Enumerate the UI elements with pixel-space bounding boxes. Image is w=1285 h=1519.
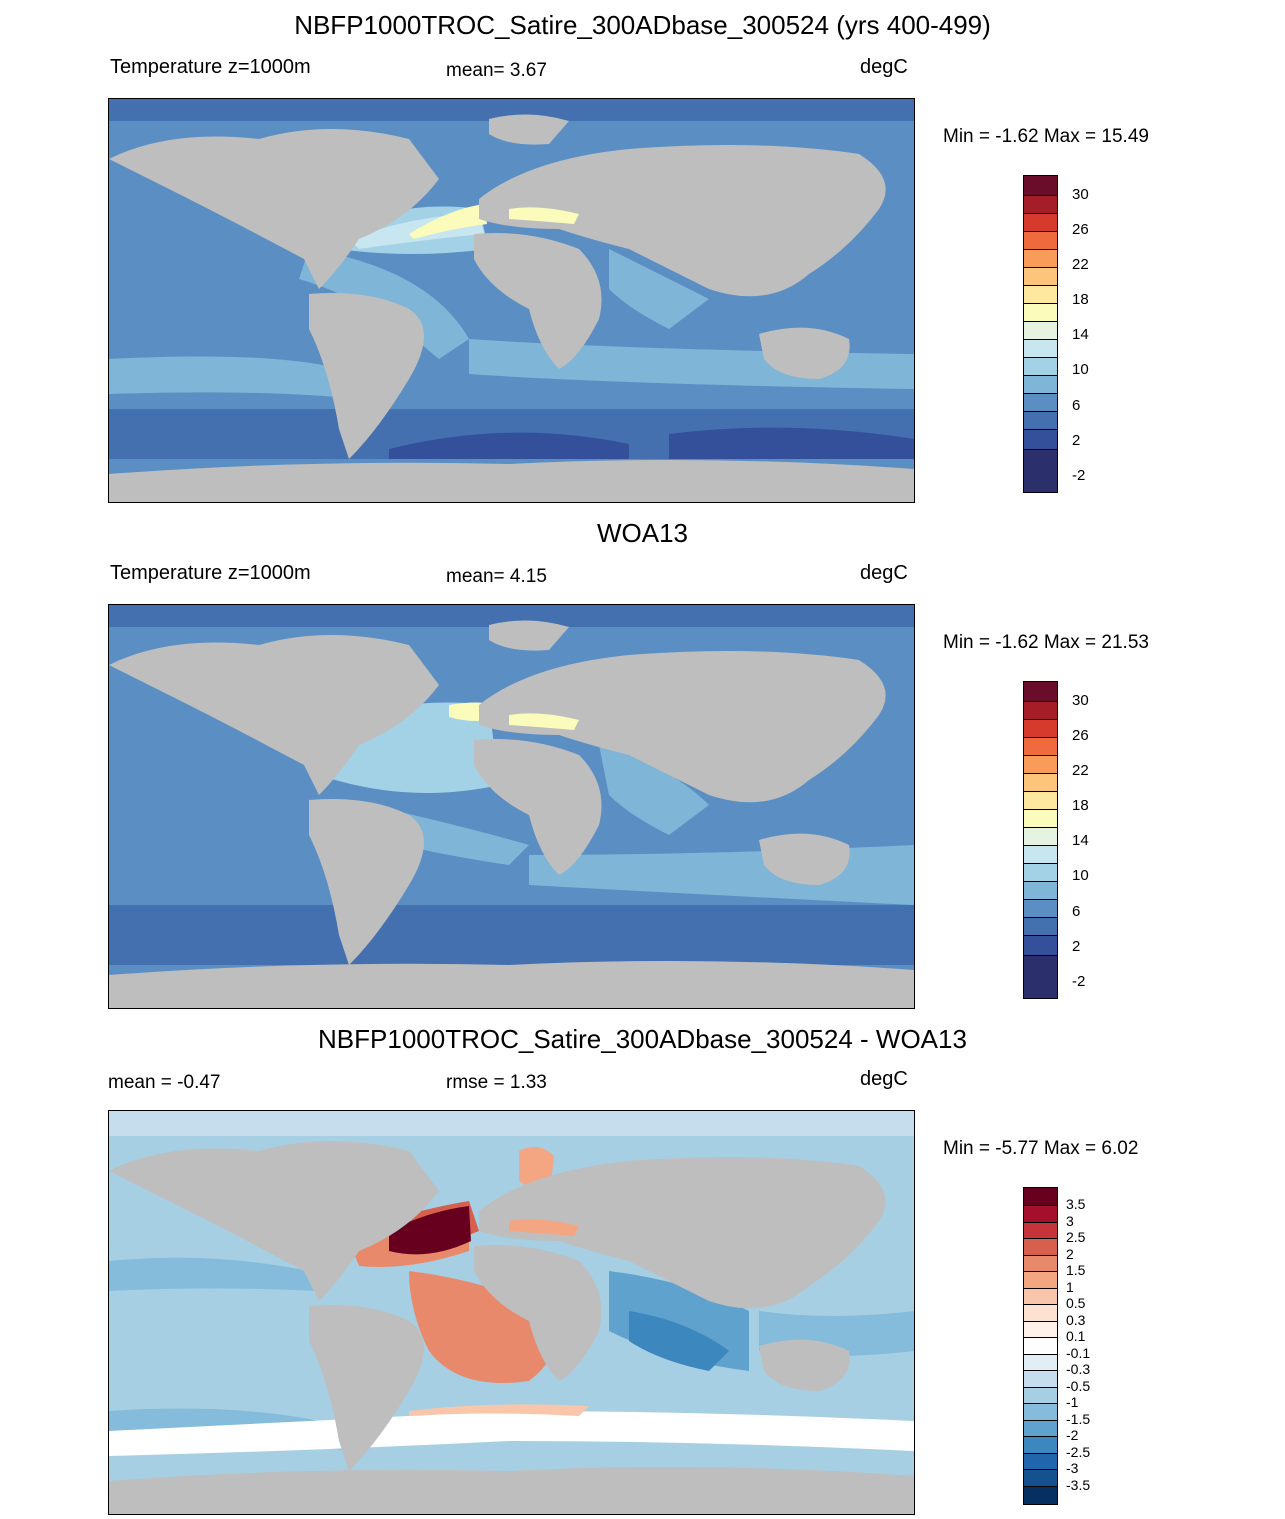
panel3-colorbar-tick: -3.5 — [1066, 1477, 1091, 1493]
panel3-colorbar-tick: -0.1 — [1066, 1345, 1091, 1361]
panel3-minmax: Min = -5.77 Max = 6.02 — [943, 1138, 1139, 1159]
panel1-colorbar-tick: 22 — [1072, 256, 1089, 273]
panel3-colorbar-tick: -0.5 — [1066, 1378, 1091, 1394]
panel3-colorbar-tick: -1.5 — [1066, 1411, 1091, 1427]
panel1-colorbar-tick: 18 — [1072, 291, 1089, 308]
panel3-units: degC — [860, 1068, 908, 1090]
panel2-mean-label: mean= 4.15 — [446, 566, 547, 587]
panel2-map — [108, 604, 915, 1009]
panel2-colorbar — [1023, 681, 1058, 999]
panel3-colorbar-tick: 2.5 — [1066, 1229, 1086, 1245]
panel2-colorbar-tick: 10 — [1072, 867, 1089, 884]
panel1-colorbar-tick: 14 — [1072, 326, 1089, 343]
panel2-colorbar-tick: 22 — [1072, 762, 1089, 779]
panel1-units: degC — [860, 56, 908, 78]
panel1-colorbar-tick: 2 — [1072, 432, 1081, 449]
panel3-colorbar-tick: 1 — [1066, 1279, 1074, 1295]
panel2-colorbar-tick: -2 — [1072, 973, 1086, 990]
panel3-colorbar-tick: -2 — [1066, 1427, 1079, 1443]
panel2-colorbar-tick: 26 — [1072, 727, 1089, 744]
panel1-colorbar-tick: 10 — [1072, 361, 1089, 378]
panel3-colorbar-tick: -2.5 — [1066, 1444, 1091, 1460]
panel2-units: degC — [860, 562, 908, 584]
panel3-colorbar-tick: 1.5 — [1066, 1262, 1086, 1278]
panel1-colorbar-tick: 26 — [1072, 221, 1089, 238]
panel2-colorbar-tick: 18 — [1072, 797, 1089, 814]
panel3-map — [108, 1110, 915, 1515]
panel3-colorbar-tick: -1 — [1066, 1394, 1079, 1410]
panel1-colorbar-tick: 30 — [1072, 186, 1089, 203]
panel1-mean-label: mean= 3.67 — [446, 60, 547, 81]
panel2-title: WOA13 — [596, 518, 689, 548]
panel3-colorbar — [1023, 1187, 1058, 1505]
panel1-map — [108, 98, 915, 503]
panel3-title: NBFP1000TROC_Satire_300ADbase_300524 - W… — [318, 1024, 967, 1054]
panel3-mean-label: mean = -0.47 — [108, 1072, 221, 1093]
panel3-colorbar-tick: 3 — [1066, 1213, 1074, 1229]
panel3-colorbar-tick: 0.3 — [1066, 1312, 1086, 1328]
panel3-colorbar-tick: 3.5 — [1066, 1196, 1086, 1212]
panel1-title: NBFP1000TROC_Satire_300ADbase_300524 (yr… — [294, 10, 991, 40]
panel3-colorbar-tick: -3 — [1066, 1460, 1079, 1476]
panel3-colorbar-tick: 2 — [1066, 1246, 1074, 1262]
panel3-rmse-label: rmse = 1.33 — [446, 1072, 547, 1093]
panel2-variable-label: Temperature z=1000m — [110, 562, 311, 584]
panel1-variable-label: Temperature z=1000m — [110, 56, 311, 78]
panel1-colorbar-tick: -2 — [1072, 467, 1086, 484]
panel2-colorbar-tick: 6 — [1072, 903, 1081, 920]
panel2-colorbar-tick: 30 — [1072, 692, 1089, 709]
panel2-colorbar-tick: 14 — [1072, 832, 1089, 849]
panel2-colorbar-tick: 2 — [1072, 938, 1081, 955]
panel3-colorbar-tick: -0.3 — [1066, 1361, 1091, 1377]
panel1-minmax: Min = -1.62 Max = 15.49 — [943, 126, 1149, 147]
panel2-minmax: Min = -1.62 Max = 21.53 — [943, 632, 1149, 653]
panel1-colorbar-tick: 6 — [1072, 397, 1081, 414]
panel3-colorbar-tick: 0.1 — [1066, 1328, 1086, 1344]
panel3-colorbar-tick: 0.5 — [1066, 1295, 1086, 1311]
panel1-colorbar — [1023, 175, 1058, 493]
